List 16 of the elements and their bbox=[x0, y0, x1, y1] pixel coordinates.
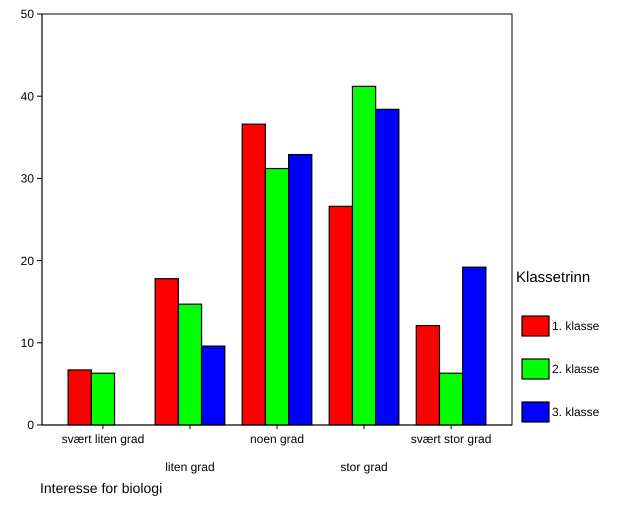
x-tick-label: liten grad bbox=[165, 460, 215, 474]
y-tick-label: 40 bbox=[20, 89, 34, 104]
legend-label: 1. klasse bbox=[552, 319, 600, 334]
y-tick-label: 20 bbox=[20, 254, 34, 268]
legend-label: 3. klasse bbox=[552, 405, 600, 420]
x-tick-label: svært stor grad bbox=[410, 432, 492, 446]
y-tick-label: 50 bbox=[20, 7, 34, 22]
legend-label: 2. klasse bbox=[552, 362, 600, 376]
y-tick-label: 0 bbox=[27, 418, 34, 432]
y-tick-label: 10 bbox=[20, 336, 34, 350]
x-axis-title: Interesse for biologi bbox=[40, 480, 162, 496]
x-tick-label: stor grad bbox=[340, 460, 388, 474]
x-tick-label: svært liten grad bbox=[62, 432, 144, 446]
x-tick-label: noen grad bbox=[250, 432, 304, 446]
y-tick-label: 30 bbox=[20, 172, 34, 186]
legend-title: Klassetrinn bbox=[516, 269, 590, 286]
